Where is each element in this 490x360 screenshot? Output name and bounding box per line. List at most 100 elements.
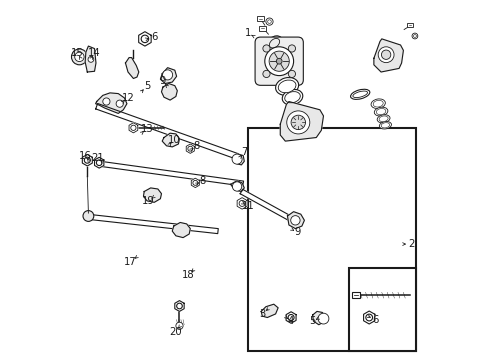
Text: 7: 7 — [241, 147, 247, 157]
Text: 14: 14 — [88, 48, 101, 58]
Polygon shape — [240, 189, 295, 222]
Polygon shape — [160, 68, 176, 84]
Ellipse shape — [267, 36, 282, 50]
Text: 18: 18 — [182, 270, 195, 280]
Polygon shape — [261, 304, 278, 318]
Text: 9: 9 — [159, 76, 166, 86]
Polygon shape — [186, 144, 195, 153]
Text: 9: 9 — [294, 227, 300, 237]
Circle shape — [232, 154, 242, 164]
Polygon shape — [233, 154, 245, 165]
Ellipse shape — [376, 108, 386, 115]
Circle shape — [291, 115, 305, 130]
Circle shape — [291, 216, 300, 225]
Ellipse shape — [377, 115, 390, 123]
Text: 2: 2 — [408, 239, 415, 249]
Circle shape — [83, 211, 94, 221]
Polygon shape — [162, 84, 177, 100]
Text: 19: 19 — [142, 196, 155, 206]
Polygon shape — [96, 93, 127, 113]
Circle shape — [263, 45, 270, 52]
Polygon shape — [96, 103, 239, 159]
Circle shape — [288, 70, 295, 77]
Bar — [248, 128, 416, 351]
Circle shape — [287, 111, 310, 134]
Ellipse shape — [275, 77, 298, 95]
Circle shape — [263, 70, 270, 77]
Polygon shape — [286, 312, 296, 323]
Circle shape — [381, 50, 391, 59]
Ellipse shape — [353, 91, 368, 98]
Ellipse shape — [371, 99, 385, 108]
Ellipse shape — [350, 89, 370, 99]
Polygon shape — [162, 133, 179, 147]
Polygon shape — [85, 46, 96, 72]
Polygon shape — [144, 188, 162, 202]
Text: 8: 8 — [199, 176, 206, 186]
Text: 5: 5 — [144, 81, 150, 91]
Circle shape — [163, 70, 172, 80]
Text: 20: 20 — [170, 327, 182, 337]
Polygon shape — [231, 181, 245, 192]
Circle shape — [74, 52, 84, 62]
Text: 3: 3 — [259, 309, 266, 319]
Circle shape — [72, 49, 87, 65]
Bar — [349, 268, 416, 351]
Text: 12: 12 — [122, 93, 134, 103]
Text: 13: 13 — [141, 124, 153, 134]
Polygon shape — [280, 102, 323, 141]
Ellipse shape — [379, 116, 388, 122]
Bar — [407, 23, 413, 27]
Polygon shape — [95, 157, 104, 168]
Text: 1: 1 — [245, 28, 251, 38]
Circle shape — [88, 57, 94, 62]
Text: 8: 8 — [193, 141, 199, 151]
Ellipse shape — [278, 80, 296, 93]
Text: 15: 15 — [71, 48, 84, 58]
Ellipse shape — [379, 122, 392, 129]
Circle shape — [412, 33, 418, 39]
Polygon shape — [313, 311, 325, 325]
Circle shape — [232, 182, 242, 191]
Polygon shape — [191, 178, 199, 188]
Text: 6: 6 — [151, 32, 157, 42]
Polygon shape — [87, 214, 218, 234]
Polygon shape — [237, 198, 247, 209]
Ellipse shape — [381, 123, 390, 128]
Polygon shape — [364, 311, 375, 324]
Text: 10: 10 — [168, 135, 180, 145]
Polygon shape — [172, 222, 190, 238]
Circle shape — [276, 58, 282, 64]
Bar — [351, 292, 360, 298]
Circle shape — [378, 47, 394, 63]
Polygon shape — [125, 58, 139, 78]
Polygon shape — [139, 32, 151, 46]
Circle shape — [103, 98, 110, 105]
Text: 11: 11 — [242, 201, 254, 211]
Polygon shape — [100, 161, 244, 186]
Text: 4: 4 — [288, 316, 294, 326]
Polygon shape — [175, 301, 184, 311]
Text: 6: 6 — [372, 315, 378, 325]
Circle shape — [116, 100, 123, 107]
Circle shape — [288, 45, 295, 52]
Polygon shape — [129, 123, 138, 133]
Circle shape — [265, 47, 294, 76]
Ellipse shape — [374, 107, 388, 116]
Ellipse shape — [373, 100, 383, 107]
Ellipse shape — [285, 91, 300, 103]
Text: 17: 17 — [124, 257, 137, 267]
Polygon shape — [288, 212, 304, 229]
Text: 16: 16 — [78, 150, 91, 161]
Text: 5: 5 — [310, 316, 316, 326]
Ellipse shape — [282, 89, 303, 105]
Circle shape — [176, 322, 183, 329]
Polygon shape — [82, 154, 92, 166]
Polygon shape — [374, 39, 403, 72]
Bar — [257, 16, 264, 21]
Circle shape — [318, 313, 329, 324]
Circle shape — [269, 51, 289, 71]
Text: 21: 21 — [92, 153, 104, 163]
Bar — [259, 26, 266, 31]
Circle shape — [266, 18, 273, 25]
